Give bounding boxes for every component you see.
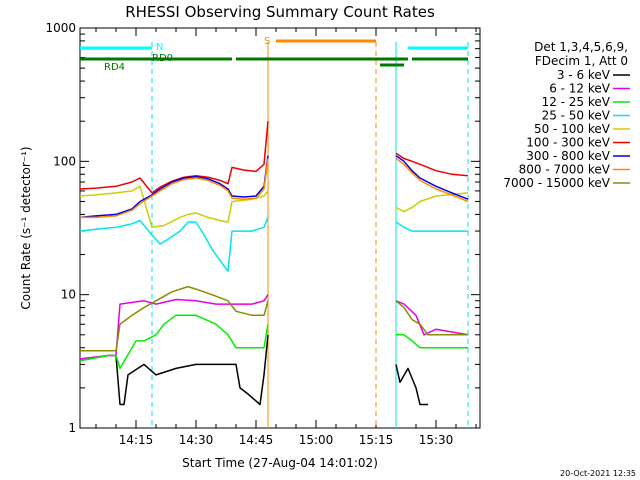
legend-label: 6 - 12 keV [549, 82, 611, 96]
x-tick-label: 14:45 [239, 433, 274, 447]
legend-label: 800 - 7000 keV [519, 163, 611, 177]
legend-header-line-1: Det 1,3,4,5,6,9, [534, 40, 628, 54]
legend-header-line-2: FDecim 1, Att 0 [535, 54, 628, 68]
timestamp-label: 20-Oct-2021 12:35 [560, 469, 636, 478]
series-line [79, 185, 469, 229]
series-line [79, 121, 469, 194]
flag-label-s: S [264, 36, 270, 47]
legend-label: 25 - 50 keV [542, 109, 611, 123]
plot-frame [79, 27, 481, 429]
plot-border [79, 27, 481, 429]
chart-text: RHESSI Observing Summary Count Rates Sta… [19, 3, 636, 478]
series-line [80, 157, 469, 219]
legend-label: 100 - 300 keV [526, 136, 610, 150]
x-tick-label: 15:30 [419, 433, 454, 447]
x-tick-label: 15:00 [299, 433, 334, 447]
legend-label: 7000 - 15000 keV [503, 176, 610, 190]
x-axis-label: Start Time (27-Aug-04 14:01:02) [182, 456, 378, 470]
y-tick-label: 1000 [45, 21, 76, 35]
series-line [79, 217, 468, 272]
series-line [79, 334, 428, 406]
legend-label: 3 - 6 keV [557, 68, 611, 82]
flag-label-rd0: RD0 [152, 53, 173, 64]
series-line [79, 294, 469, 360]
y-tick-label: 1 [68, 421, 76, 435]
legend-label: 300 - 800 keV [526, 149, 610, 163]
chart-title: RHESSI Observing Summary Count Rates [125, 3, 435, 21]
x-tick-label: 14:15 [119, 433, 154, 447]
flag-label-n: N [156, 42, 163, 53]
series-line [79, 155, 469, 219]
series-line [79, 314, 468, 370]
x-tick-label: 15:15 [359, 433, 394, 447]
series-line [80, 285, 468, 352]
y-tick-label: 10 [61, 288, 76, 302]
legend-label: 50 - 100 keV [534, 122, 611, 136]
y-axis-label: Count Rate (s⁻¹ detector⁻¹) [19, 146, 33, 309]
flag-label-rd4: RD4 [104, 62, 125, 73]
y-tick-label: 100 [53, 154, 76, 168]
legend-label: 12 - 25 keV [542, 95, 611, 109]
data-marks [79, 39, 630, 428]
x-tick-label: 14:30 [179, 433, 214, 447]
